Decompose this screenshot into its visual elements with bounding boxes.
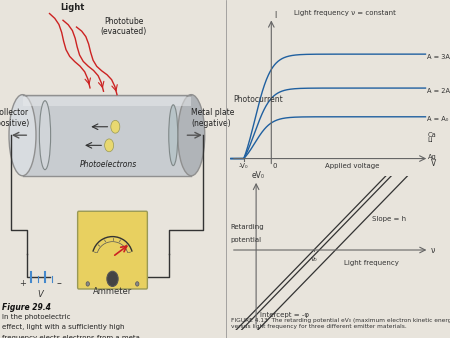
Text: potential: potential bbox=[230, 237, 261, 243]
Ellipse shape bbox=[169, 105, 178, 166]
Text: frequency ejects electrons from a meta: frequency ejects electrons from a meta bbox=[2, 335, 140, 338]
Text: Collector
(positive): Collector (positive) bbox=[0, 108, 29, 127]
Text: Ca: Ca bbox=[428, 132, 436, 138]
Text: effect, light with a sufficiently high: effect, light with a sufficiently high bbox=[2, 324, 125, 331]
Ellipse shape bbox=[9, 95, 36, 176]
Ellipse shape bbox=[111, 120, 120, 133]
Ellipse shape bbox=[107, 271, 118, 287]
FancyBboxPatch shape bbox=[77, 211, 148, 289]
Text: Phototube
(evacuated): Phototube (evacuated) bbox=[101, 17, 147, 36]
Ellipse shape bbox=[178, 95, 205, 176]
Text: Ag: Ag bbox=[428, 154, 436, 160]
Text: Light frequency ν = constant: Light frequency ν = constant bbox=[294, 10, 396, 16]
Ellipse shape bbox=[135, 282, 139, 286]
Text: +: + bbox=[19, 279, 26, 288]
Text: ν₀: ν₀ bbox=[310, 256, 317, 262]
Text: ν: ν bbox=[431, 246, 436, 255]
Text: Li: Li bbox=[428, 138, 433, 144]
Ellipse shape bbox=[86, 282, 90, 286]
Text: FIGURE 4.13  The retarding potential eV₀ (maximum electron kinetic energy) is pl: FIGURE 4.13 The retarding potential eV₀ … bbox=[231, 318, 450, 322]
Text: Light frequency: Light frequency bbox=[344, 260, 399, 266]
Text: A = A₀: A = A₀ bbox=[428, 116, 449, 122]
Text: V: V bbox=[431, 159, 436, 168]
Text: Light: Light bbox=[60, 3, 84, 12]
Text: versus light frequency for three different emitter materials.: versus light frequency for three differe… bbox=[231, 324, 407, 330]
Text: -V₀: -V₀ bbox=[239, 163, 248, 169]
Text: eV₀: eV₀ bbox=[252, 171, 265, 180]
Text: In the photoelectric: In the photoelectric bbox=[2, 314, 71, 320]
Text: A = 3A₀: A = 3A₀ bbox=[428, 54, 450, 60]
Text: Retarding: Retarding bbox=[230, 224, 264, 230]
Ellipse shape bbox=[40, 101, 50, 170]
Text: Metal plate
(negative): Metal plate (negative) bbox=[191, 108, 234, 127]
Text: Photoelectrons: Photoelectrons bbox=[79, 160, 137, 169]
Text: –: – bbox=[56, 277, 61, 288]
Text: A = 2A₀: A = 2A₀ bbox=[428, 88, 450, 94]
Bar bbox=[22, 95, 191, 176]
Text: Intercept = -φ: Intercept = -φ bbox=[260, 312, 309, 318]
Text: Applied voltage: Applied voltage bbox=[325, 163, 379, 169]
Text: Ammeter: Ammeter bbox=[93, 287, 132, 296]
Text: Photocurrent: Photocurrent bbox=[233, 95, 283, 104]
Bar bbox=[22, 97, 191, 106]
Text: Slope = h: Slope = h bbox=[372, 216, 406, 222]
Text: V: V bbox=[38, 290, 43, 299]
Text: I: I bbox=[274, 10, 276, 20]
Text: 0: 0 bbox=[273, 163, 277, 169]
Ellipse shape bbox=[104, 139, 113, 152]
Text: Figure 29.4: Figure 29.4 bbox=[2, 303, 51, 312]
